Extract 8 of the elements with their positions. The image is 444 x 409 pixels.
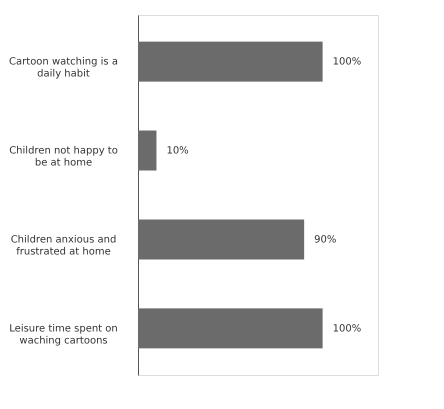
data-label: 10% [166,146,189,157]
y-tick-label: Cartoon watching is a daily habit [9,56,118,80]
data-label: 100% [332,323,362,334]
y-tick-label: Children not happy to be at home [9,146,118,169]
data-label: 90% [314,234,336,246]
y-tick-label: Children anxious and frustrated at home [10,234,116,258]
y-tick-label: Leisure time spent on waching cartoons [9,323,118,346]
data-label: 100% [332,56,362,68]
